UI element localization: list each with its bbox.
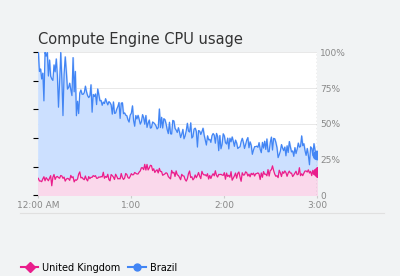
Text: Compute Engine CPU usage: Compute Engine CPU usage <box>38 32 243 47</box>
Legend: United Kingdom, Brazil: United Kingdom, Brazil <box>21 263 177 273</box>
